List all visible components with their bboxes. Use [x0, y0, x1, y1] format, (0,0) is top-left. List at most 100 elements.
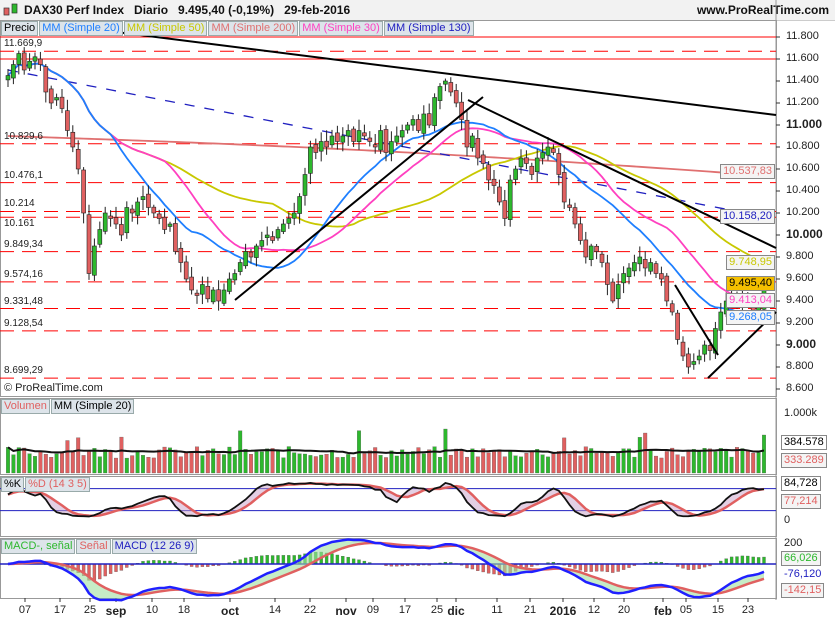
copyright: © ProRealTime.com [4, 382, 103, 394]
legend-volume-mm20[interactable]: MM (Simple 20) [50, 399, 135, 414]
x-tick-label: 07 [18, 604, 32, 616]
macd-histogram-bar [476, 563, 480, 571]
volume-bar [49, 457, 54, 474]
volume-bar [583, 446, 588, 474]
legend-mm130[interactable]: MM (Simple 130) [383, 21, 474, 36]
candle [59, 96, 65, 109]
candle [259, 240, 265, 247]
legend-macd-hist[interactable]: MACD-, señal [1, 539, 76, 554]
volume-bar [546, 456, 550, 474]
volume-bar [151, 457, 156, 474]
candle [232, 273, 238, 281]
y-tick-label: 9.400 [786, 294, 814, 306]
macd-histogram-bar [270, 555, 275, 565]
volume-bar [438, 456, 442, 474]
volume-bar [319, 454, 324, 474]
volume-bar [367, 450, 372, 474]
x-tick-label: 23 [741, 604, 755, 616]
x-tick-label: 14 [268, 604, 282, 616]
candle [318, 141, 324, 152]
volume-tick: 1.000k [784, 407, 818, 419]
legend-mm200[interactable]: MM (Simple 200) [208, 21, 299, 36]
volume-bar [16, 447, 21, 474]
level-label: 8.699,29 [4, 365, 43, 377]
stoch-k-line [7, 481, 765, 518]
volume-bar [459, 450, 464, 474]
candle [124, 207, 130, 234]
candle [281, 223, 286, 232]
candle [43, 66, 49, 93]
legend-mm30[interactable]: MM (Simple 30) [299, 21, 383, 36]
volume-bar [362, 453, 367, 474]
candle [653, 263, 659, 274]
candle [151, 206, 157, 214]
volume-bar [340, 456, 345, 474]
volume-bar [222, 454, 226, 474]
trendline [99, 29, 777, 116]
candle [567, 204, 572, 208]
volume-bar [400, 449, 405, 474]
candle [664, 275, 670, 302]
legend-volume[interactable]: Volumen [1, 399, 50, 414]
volume-bar [114, 457, 118, 474]
candle [129, 208, 135, 214]
volume-bar [173, 449, 178, 474]
volume-bar [637, 437, 642, 474]
volume-bar [616, 452, 621, 474]
site-name[interactable]: www.ProRealTime.com [696, 3, 829, 17]
level-label: 10.214 [4, 198, 35, 210]
volume-bar [659, 457, 664, 474]
volume-bar [600, 451, 604, 474]
candle [615, 284, 621, 300]
candle [443, 80, 448, 85]
candle [459, 101, 464, 120]
candle [372, 144, 378, 148]
candle [243, 251, 248, 267]
candle [254, 245, 259, 258]
volume-bar [621, 448, 626, 474]
x-tick-label: 17 [53, 604, 67, 616]
candle [200, 284, 205, 295]
legend-signal[interactable]: Señal [76, 539, 111, 554]
candle [702, 344, 707, 355]
macd-histogram-bar [751, 556, 755, 565]
volume-bar [303, 453, 307, 474]
candle [156, 213, 162, 219]
volume-bar [135, 450, 140, 474]
legend-macd[interactable]: MACD (12 26 9) [111, 539, 198, 554]
candle [275, 229, 281, 239]
candle [610, 281, 616, 302]
legend-d[interactable]: %D (14 3 5) [25, 477, 90, 492]
legend-mm50[interactable]: MM (Simple 50) [123, 21, 208, 36]
legend-mm20[interactable]: MM (Simple 20) [39, 21, 123, 36]
candle [572, 207, 578, 225]
stoch-fill [8, 482, 764, 517]
macd-histogram-bar [119, 563, 124, 571]
x-tick-label: 10 [145, 604, 159, 616]
legend-k[interactable]: %K [1, 477, 25, 492]
volume-bar [740, 448, 745, 474]
volume-bar [227, 446, 232, 474]
volume-bar [259, 451, 264, 474]
trendline [674, 284, 719, 356]
macd-histogram-bar [346, 556, 350, 565]
volume-bar [562, 437, 567, 474]
level-label: 9.331,48 [4, 295, 43, 307]
candle [399, 130, 405, 138]
legend-price[interactable]: Precio [1, 21, 39, 36]
candle [135, 201, 140, 216]
volume-bar [297, 453, 302, 474]
candle [237, 262, 243, 272]
volume-bar [184, 452, 189, 474]
candle [669, 303, 675, 313]
x-tick-label: 11 [491, 604, 503, 616]
candle [540, 152, 545, 159]
macd-histogram-bar [600, 563, 604, 572]
macd-histogram-bar [281, 555, 286, 565]
candle [637, 256, 643, 265]
macd-histogram-bar [578, 563, 583, 571]
volume-bar [578, 455, 583, 474]
volume-bar [276, 449, 280, 474]
